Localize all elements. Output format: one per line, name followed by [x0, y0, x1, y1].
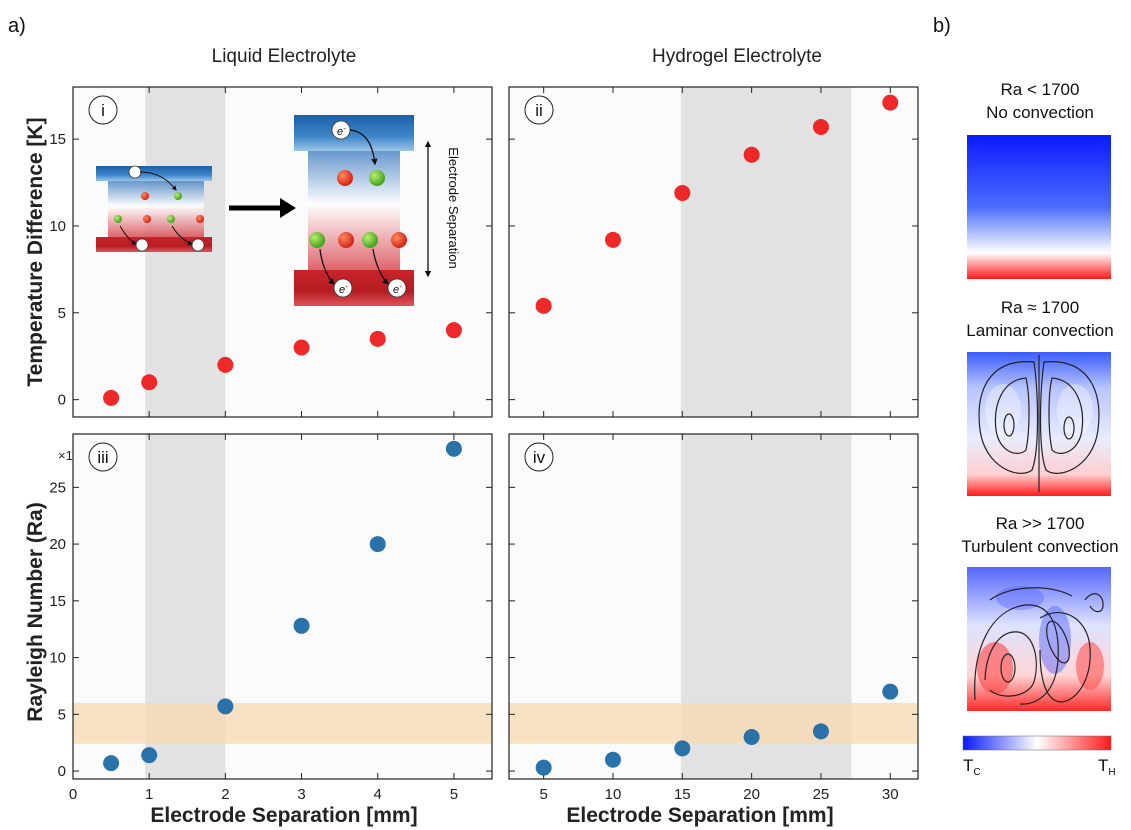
- data-point-iii-1: [141, 747, 158, 764]
- figure-label-b: b): [933, 15, 951, 37]
- axes-frame-iv: [508, 433, 919, 780]
- axes-frame-i: [72, 86, 493, 418]
- x-tick-label-iv-3: 20: [743, 786, 760, 803]
- data-point-ii-0: [535, 297, 552, 314]
- inset-arrow: [229, 198, 296, 218]
- panel-b: Ra < 1700 No convection Ra ≈ 1700 Lamina…: [961, 80, 1118, 778]
- x-axis-label-left: Electrode Separation [mm]: [150, 804, 417, 827]
- electrode-separation-label: Electrode Separation: [446, 147, 461, 268]
- x-tick-label-iii-0: 0: [69, 786, 77, 803]
- x-tick-label-iii-3: 3: [297, 786, 305, 803]
- electrode-inset-small: [96, 165, 212, 252]
- y-tick-label-iii-1: 5: [58, 706, 66, 723]
- data-point-i-5: [445, 322, 462, 339]
- y-axis-label-rayleigh: Rayleigh Number (Ra): [24, 502, 47, 721]
- electron-label-1: e-: [337, 124, 346, 138]
- data-point-iv-0: [535, 759, 552, 776]
- data-point-i-0: [103, 389, 120, 406]
- panel-label-iv: iv: [533, 448, 546, 467]
- x-tick-label-iii-2: 2: [221, 786, 229, 803]
- caption-no-convection: No convection: [986, 103, 1094, 122]
- colorbar: [962, 735, 1112, 751]
- data-point-iv-3: [743, 729, 760, 746]
- column-title-right: Hydrogel Electrolyte: [652, 46, 822, 67]
- panel-label-circle-iv: [524, 442, 554, 472]
- panel-label-circle-i: [88, 95, 118, 125]
- data-point-iii-0: [103, 755, 120, 772]
- y-axis-label-temperature: Temperature Difference [K]: [24, 117, 47, 386]
- data-point-iv-5: [882, 683, 899, 700]
- y-tick-label-iii-2: 10: [49, 650, 66, 667]
- x-axis-label-right: Electrode Separation [mm]: [566, 804, 833, 827]
- y-tick-label-iii-5: 25: [49, 479, 66, 496]
- caption-laminar: Laminar convection: [966, 321, 1113, 340]
- axes-frame-ii: [508, 86, 919, 418]
- panel-label-circle-ii: [524, 95, 554, 125]
- panel-label-ii: ii: [535, 101, 543, 120]
- panel-iv: 5 10 15 20 25 30 iv: [508, 433, 919, 803]
- x-tick-label-iv-1: 10: [605, 786, 622, 803]
- figure-label-a: a): [8, 15, 26, 37]
- panel-ii: ii: [508, 86, 919, 418]
- panel-label-iii: iii: [97, 448, 108, 467]
- shaded-region-ii: [680, 87, 852, 417]
- y-tick-label-iii-0: 0: [58, 763, 66, 780]
- data-point-iii-3: [293, 617, 310, 634]
- data-point-ii-2: [674, 184, 691, 201]
- colorbar-low-label: TC: [963, 756, 981, 778]
- y-tick-label-i-3: 15: [49, 131, 66, 148]
- y-tick-label-iii-3: 15: [49, 593, 66, 610]
- caption-laminar-ra: Ra ≈ 1700: [1001, 298, 1079, 317]
- x-tick-label-iv-2: 15: [674, 786, 691, 803]
- panel-iii: 0 5 10 15 20 25 0 1 2 3 4 5 iii: [49, 433, 493, 803]
- x-tick-label-iv-4: 25: [813, 786, 830, 803]
- electron-label-3: e-: [393, 282, 402, 296]
- critical-ra-band-iv: [509, 702, 918, 744]
- caption-no-convection-ra: Ra < 1700: [1001, 80, 1080, 99]
- caption-turbulent-ra: Ra >> 1700: [996, 514, 1085, 533]
- data-point-iv-1: [604, 751, 621, 768]
- x-tick-label-iii-4: 4: [374, 786, 382, 803]
- data-point-ii-3: [743, 146, 760, 163]
- colorbar-high-label: TH: [1098, 756, 1116, 778]
- data-point-ii-5: [882, 94, 899, 111]
- data-point-iv-4: [812, 723, 829, 740]
- y-tick-label-i-0: 0: [58, 392, 66, 409]
- electrode-inset-large: e- e- e- Electrode Separation: [294, 115, 461, 306]
- data-point-iv-2: [674, 740, 691, 757]
- data-point-i-4: [369, 330, 386, 347]
- data-point-iii-4: [369, 536, 386, 553]
- panel-label-circle-iii: [88, 442, 118, 472]
- electron-label-2: e-: [339, 282, 348, 296]
- data-point-ii-4: [812, 118, 829, 135]
- data-point-i-3: [293, 339, 310, 356]
- laminar-convection-map: [967, 352, 1111, 496]
- x-tick-label-iii-1: 1: [145, 786, 153, 803]
- no-convection-map: [967, 135, 1111, 279]
- critical-ra-band-iii: [73, 702, 492, 744]
- y-tick-label-i-2: 10: [49, 218, 66, 235]
- panel-label-i: i: [101, 101, 105, 120]
- column-title-left: Liquid Electrolyte: [212, 46, 357, 67]
- x-tick-label-iv-0: 5: [539, 786, 547, 803]
- y-tick-label-iii-4: 20: [49, 536, 66, 553]
- turbulent-convection-map: [967, 567, 1111, 711]
- x-tick-label-iii-5: 5: [450, 786, 458, 803]
- axes-frame-iii: [72, 433, 493, 780]
- caption-turbulent: Turbulent convection: [961, 537, 1118, 556]
- y-tick-label-i-1: 5: [58, 305, 66, 322]
- x-tick-label-iv-5: 30: [882, 786, 899, 803]
- data-point-ii-1: [604, 231, 621, 248]
- data-point-i-1: [141, 374, 158, 391]
- data-point-iii-5: [445, 440, 462, 457]
- data-point-iii-2: [217, 698, 234, 715]
- data-point-i-2: [217, 356, 234, 373]
